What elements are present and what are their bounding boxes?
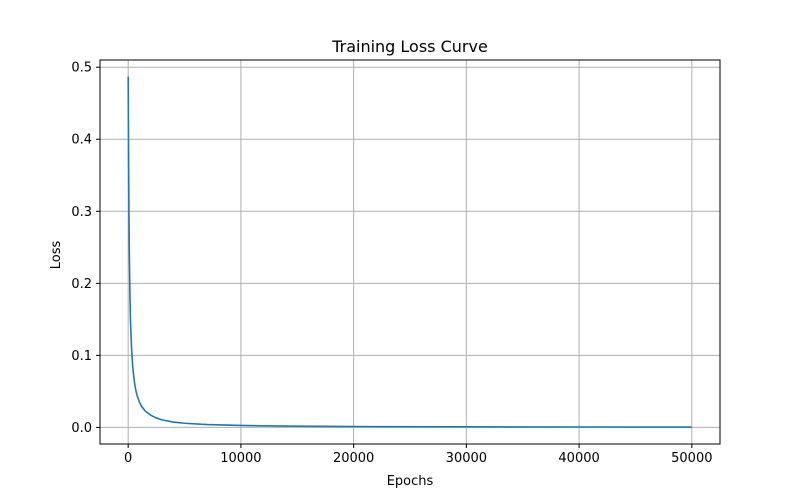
x-axis-title: Epochs [387, 474, 434, 489]
x-tick-label: 10000 [220, 451, 261, 466]
x-tick-label: 40000 [558, 451, 599, 466]
y-tick-label: 0.3 [71, 205, 92, 220]
y-tick-label: 0.1 [71, 349, 92, 364]
y-tick-label: 0.2 [71, 277, 92, 292]
y-tick-label: 0.0 [71, 421, 92, 436]
x-tick-label: 30000 [446, 451, 487, 466]
x-tick-label: 0 [124, 451, 132, 466]
y-tick-label: 0.5 [71, 61, 92, 76]
chart-title: Training Loss Curve [331, 37, 488, 56]
x-tick-label: 50000 [671, 451, 712, 466]
loss-series-line [127, 76, 692, 428]
y-tick-label: 0.4 [71, 133, 92, 148]
y-axis-title: Loss [49, 241, 64, 270]
axes [99, 59, 721, 445]
ticks: 0 10000 20000 30000 40000 50000 0.0 0.1 0.2 0.3 0.… [71, 61, 712, 466]
x-tick-label: 20000 [333, 451, 374, 466]
plot-frame [99, 59, 721, 445]
series-layer [127, 76, 692, 428]
grid [100, 60, 720, 444]
